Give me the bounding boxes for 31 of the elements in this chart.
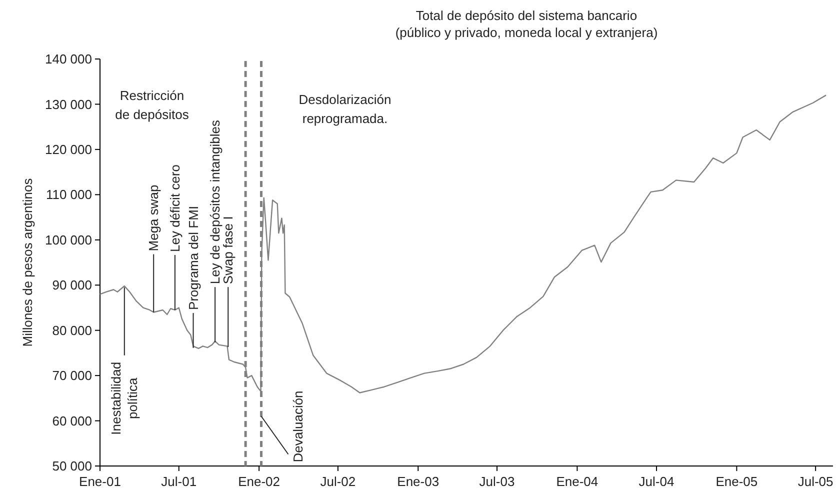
y-tick-label: 60 000 <box>52 413 92 428</box>
x-tick-label: Ene-05 <box>716 474 758 489</box>
annotation: Programa del FMI <box>186 206 201 310</box>
annotation: Devaluación <box>290 390 306 462</box>
x-tick-label: Ene-02 <box>238 474 280 489</box>
y-tick-label: 120 000 <box>45 142 92 157</box>
annotation: Mega swap <box>146 184 162 252</box>
y-tick-label: 90 000 <box>52 278 92 293</box>
y-tick-label: 50 000 <box>52 458 92 474</box>
x-tick-label: Jul-02 <box>320 474 356 489</box>
x-tick-label: Jul-03 <box>479 474 515 489</box>
x-tick-label: Ene-03 <box>397 474 440 489</box>
y-axis-title: Millones de pesos argentinos <box>20 178 35 347</box>
chart-title: Total de depósito del sistema bancario <box>416 8 638 23</box>
x-tick-label: Jul-01 <box>161 474 197 489</box>
y-tick-label: 130 000 <box>45 96 92 112</box>
annotation: Ley déficit cero <box>168 164 183 252</box>
y-tick-label: 70 000 <box>52 368 92 384</box>
x-tick-label: Ene-04 <box>556 474 598 489</box>
annotation: Restricción de depósitos <box>115 88 190 122</box>
y-tick-label: 110 000 <box>46 187 92 202</box>
x-tick-label: Ene-01 <box>79 474 121 489</box>
y-tick-label: 80 000 <box>52 322 92 338</box>
annotation: Ley de depósitos intangibles <box>208 120 223 284</box>
y-tick-label: 140 000 <box>45 52 92 67</box>
annotation: Desdolarización reprogramada. <box>298 92 392 126</box>
x-tick-label: Jul-04 <box>638 474 674 489</box>
annotation: Inestabilidad política <box>108 362 140 435</box>
y-tick-label: 100 000 <box>45 232 92 248</box>
x-tick-label: Jul-05 <box>798 474 834 489</box>
chart-subtitle: (público y privado, moneda local y extranjera) <box>395 25 658 40</box>
